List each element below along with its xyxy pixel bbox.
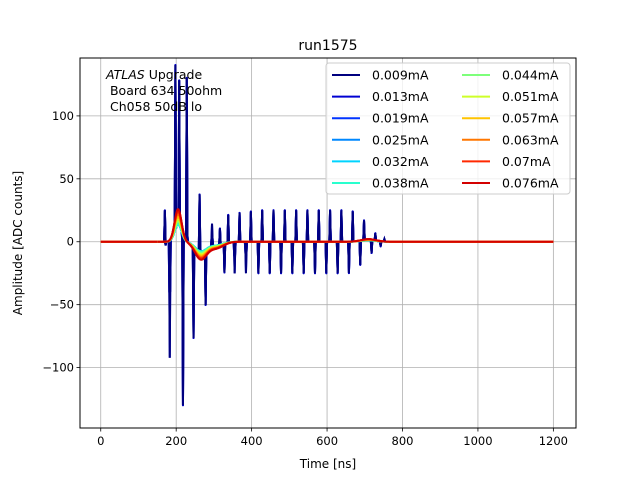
x-axis-label: Time [ns] bbox=[299, 457, 356, 471]
x-tick-label: 800 bbox=[392, 434, 414, 448]
noise-spike bbox=[237, 212, 242, 242]
ticks: 0 200 400 600 800 1000 1200 −100 −50 0 50 100 bbox=[42, 109, 568, 448]
x-tick-label: 200 bbox=[165, 434, 187, 448]
x-tick-label: 600 bbox=[316, 434, 338, 448]
noise-spike bbox=[173, 64, 178, 229]
noise-spike bbox=[256, 241, 261, 274]
noise-spike bbox=[373, 233, 378, 241]
noise-spike bbox=[328, 210, 332, 242]
noise-spike bbox=[358, 240, 362, 265]
legend-box bbox=[325, 62, 571, 195]
x-tick-label: 0 bbox=[97, 434, 104, 448]
y-axis-label: Amplitude [ADC counts] bbox=[11, 171, 25, 315]
noise-spike bbox=[218, 228, 222, 245]
noise-spike bbox=[271, 210, 276, 242]
noise-spike bbox=[290, 241, 295, 274]
noise-spike bbox=[184, 77, 189, 242]
legend-label: 0.076mA bbox=[502, 176, 559, 191]
annotation: ATLAS Upgrade Board 634 50ohm Ch058 50dB… bbox=[105, 67, 222, 114]
noise-spike bbox=[177, 80, 181, 226]
noise-spike bbox=[181, 235, 185, 406]
noise-spike bbox=[313, 241, 317, 274]
legend-label: 0.038mA bbox=[372, 176, 429, 191]
legend-label: 0.057mA bbox=[502, 111, 559, 126]
legend-label: 0.044mA bbox=[502, 68, 559, 83]
noise-spike bbox=[347, 241, 351, 274]
noise-spike bbox=[249, 211, 253, 242]
legend: 0.009mA 0.013mA 0.019mA 0.025mA 0.032mA 0.038… bbox=[325, 62, 571, 195]
series-pulse-0.076mA bbox=[157, 208, 403, 261]
y-tick-label: 100 bbox=[52, 109, 74, 123]
noise-spike bbox=[301, 241, 306, 274]
x-tick-label: 1000 bbox=[463, 434, 492, 448]
legend-label: 0.013mA bbox=[372, 89, 429, 104]
legend-label: 0.07mA bbox=[502, 154, 551, 169]
noise-spike bbox=[324, 241, 329, 274]
legend-label: 0.025mA bbox=[372, 132, 429, 147]
legend-label: 0.051mA bbox=[502, 89, 559, 104]
noise-spike bbox=[317, 210, 321, 242]
noise-spike bbox=[283, 210, 287, 242]
chart-title: run1575 bbox=[298, 38, 357, 54]
legend-label: 0.009mA bbox=[372, 68, 429, 83]
noise-spike bbox=[279, 241, 283, 274]
noise-spike bbox=[191, 246, 196, 339]
noise-spike bbox=[222, 243, 227, 273]
axes-frame bbox=[79, 57, 577, 429]
noise-spikes bbox=[163, 64, 387, 406]
noise-spike bbox=[203, 249, 208, 305]
x-tick-label: 1200 bbox=[539, 434, 568, 448]
y-tick-label: −50 bbox=[50, 298, 74, 312]
y-tick-label: −100 bbox=[42, 361, 74, 375]
annotation-line-2: Board 634 50ohm bbox=[106, 83, 222, 98]
y-tick-label: 0 bbox=[67, 235, 74, 249]
noise-spike bbox=[362, 220, 366, 241]
y-tick-label: 50 bbox=[59, 172, 74, 186]
annotation-atlas: ATLAS bbox=[105, 67, 145, 82]
legend-label: 0.019mA bbox=[372, 111, 429, 126]
noise-spike bbox=[294, 210, 298, 242]
x-tick-label: 400 bbox=[241, 434, 263, 448]
noise-spike bbox=[267, 241, 272, 274]
noise-spike bbox=[232, 241, 237, 274]
annotation-line-1: ATLAS Upgrade bbox=[105, 67, 202, 82]
legend-label: 0.032mA bbox=[372, 154, 429, 169]
plot-lines bbox=[100, 63, 554, 407]
noise-spike bbox=[350, 211, 355, 242]
noise-spike bbox=[378, 241, 383, 247]
noise-spike bbox=[244, 241, 248, 274]
noise-spike bbox=[260, 210, 264, 242]
noise-spike bbox=[197, 194, 202, 252]
noise-spike bbox=[369, 240, 374, 254]
annotation-upgrade: Upgrade bbox=[145, 67, 203, 82]
noise-spike bbox=[335, 241, 340, 274]
legend-label: 0.063mA bbox=[502, 132, 559, 147]
noise-spike bbox=[226, 214, 230, 243]
noise-spike bbox=[163, 241, 168, 246]
noise-spike bbox=[163, 210, 167, 242]
noise-spike bbox=[168, 240, 172, 358]
noise-spike bbox=[305, 210, 310, 242]
noise-spike bbox=[339, 210, 344, 242]
noise-spike bbox=[210, 223, 214, 247]
annotation-line-3: Ch058 50dB lo bbox=[106, 99, 202, 114]
